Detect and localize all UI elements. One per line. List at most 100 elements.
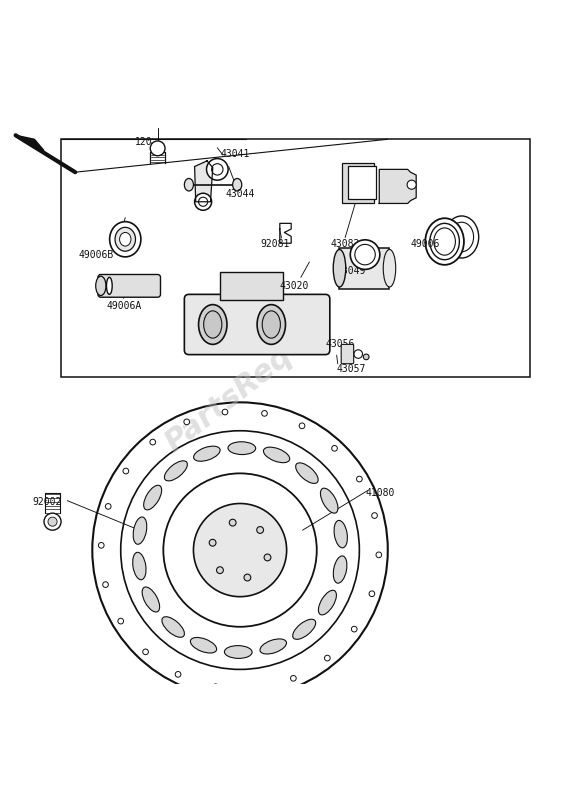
Ellipse shape — [356, 476, 362, 482]
Ellipse shape — [296, 463, 318, 483]
Ellipse shape — [110, 221, 141, 256]
Ellipse shape — [207, 158, 228, 180]
Ellipse shape — [194, 446, 220, 461]
Ellipse shape — [204, 311, 222, 338]
Ellipse shape — [372, 513, 377, 519]
Bar — [348, 166, 376, 199]
Text: 92002: 92002 — [33, 497, 62, 507]
Ellipse shape — [334, 520, 347, 548]
Ellipse shape — [383, 249, 396, 287]
Ellipse shape — [355, 244, 375, 264]
Polygon shape — [15, 135, 44, 151]
Circle shape — [150, 141, 165, 156]
Text: 43041: 43041 — [220, 149, 250, 159]
Ellipse shape — [115, 228, 135, 251]
FancyBboxPatch shape — [341, 344, 353, 364]
Ellipse shape — [150, 439, 155, 445]
Ellipse shape — [184, 419, 190, 425]
Ellipse shape — [369, 591, 375, 597]
Ellipse shape — [222, 409, 228, 415]
Ellipse shape — [199, 304, 227, 344]
Ellipse shape — [264, 554, 271, 561]
Polygon shape — [195, 161, 213, 202]
Ellipse shape — [351, 626, 357, 632]
Ellipse shape — [257, 304, 286, 344]
Ellipse shape — [230, 519, 236, 526]
Ellipse shape — [262, 411, 267, 416]
Text: 43044: 43044 — [226, 189, 255, 199]
Bar — [343, 162, 373, 204]
Bar — [340, 248, 389, 288]
Ellipse shape — [120, 431, 359, 670]
Ellipse shape — [232, 178, 242, 191]
Ellipse shape — [257, 527, 264, 534]
Ellipse shape — [209, 539, 216, 547]
Ellipse shape — [123, 468, 128, 474]
Ellipse shape — [450, 222, 473, 252]
Ellipse shape — [118, 618, 123, 624]
Ellipse shape — [216, 566, 223, 574]
Text: 49006A: 49006A — [107, 300, 142, 311]
Ellipse shape — [244, 574, 251, 581]
Ellipse shape — [190, 638, 216, 653]
Ellipse shape — [164, 461, 187, 481]
Ellipse shape — [260, 639, 287, 654]
Text: 41080: 41080 — [365, 488, 395, 499]
Ellipse shape — [354, 350, 363, 358]
Bar — [220, 272, 283, 300]
Ellipse shape — [291, 675, 296, 681]
Ellipse shape — [445, 216, 478, 258]
Ellipse shape — [324, 655, 330, 661]
Text: 49006: 49006 — [411, 240, 440, 249]
Text: 120: 120 — [135, 137, 152, 146]
Ellipse shape — [224, 646, 252, 658]
Ellipse shape — [144, 485, 162, 510]
Polygon shape — [379, 169, 416, 204]
Ellipse shape — [133, 517, 147, 544]
Ellipse shape — [263, 447, 289, 463]
Ellipse shape — [333, 249, 345, 287]
Text: 49006B: 49006B — [78, 249, 114, 260]
FancyBboxPatch shape — [184, 294, 330, 355]
Ellipse shape — [184, 178, 194, 191]
Text: PartsReq: PartsReq — [159, 341, 298, 458]
Ellipse shape — [332, 446, 337, 451]
Ellipse shape — [142, 587, 160, 612]
Ellipse shape — [163, 473, 317, 626]
Bar — [61, 139, 530, 377]
Text: 43057: 43057 — [337, 364, 366, 375]
Ellipse shape — [103, 582, 108, 587]
Ellipse shape — [333, 556, 347, 583]
Text: 43056: 43056 — [325, 340, 355, 349]
Ellipse shape — [376, 552, 381, 558]
Ellipse shape — [299, 423, 305, 428]
Ellipse shape — [212, 164, 223, 175]
Ellipse shape — [425, 218, 464, 264]
Text: 43049: 43049 — [337, 266, 366, 276]
Ellipse shape — [175, 671, 181, 678]
Ellipse shape — [107, 277, 112, 294]
Ellipse shape — [252, 686, 258, 691]
Ellipse shape — [293, 619, 316, 639]
Ellipse shape — [350, 240, 380, 269]
Ellipse shape — [199, 197, 208, 206]
FancyBboxPatch shape — [98, 275, 160, 297]
Ellipse shape — [98, 543, 104, 548]
Ellipse shape — [363, 354, 369, 360]
Ellipse shape — [132, 552, 146, 580]
Ellipse shape — [195, 193, 212, 210]
Ellipse shape — [213, 684, 219, 690]
Ellipse shape — [119, 233, 131, 246]
Ellipse shape — [162, 617, 184, 638]
Ellipse shape — [434, 228, 456, 255]
Ellipse shape — [319, 590, 336, 615]
Circle shape — [48, 517, 57, 527]
Ellipse shape — [96, 276, 106, 296]
Ellipse shape — [262, 311, 280, 338]
Ellipse shape — [93, 403, 388, 698]
Text: 43082: 43082 — [331, 240, 360, 249]
Text: 43020: 43020 — [280, 281, 309, 291]
Text: 92081: 92081 — [260, 240, 289, 249]
Ellipse shape — [228, 442, 256, 455]
Ellipse shape — [143, 649, 148, 654]
